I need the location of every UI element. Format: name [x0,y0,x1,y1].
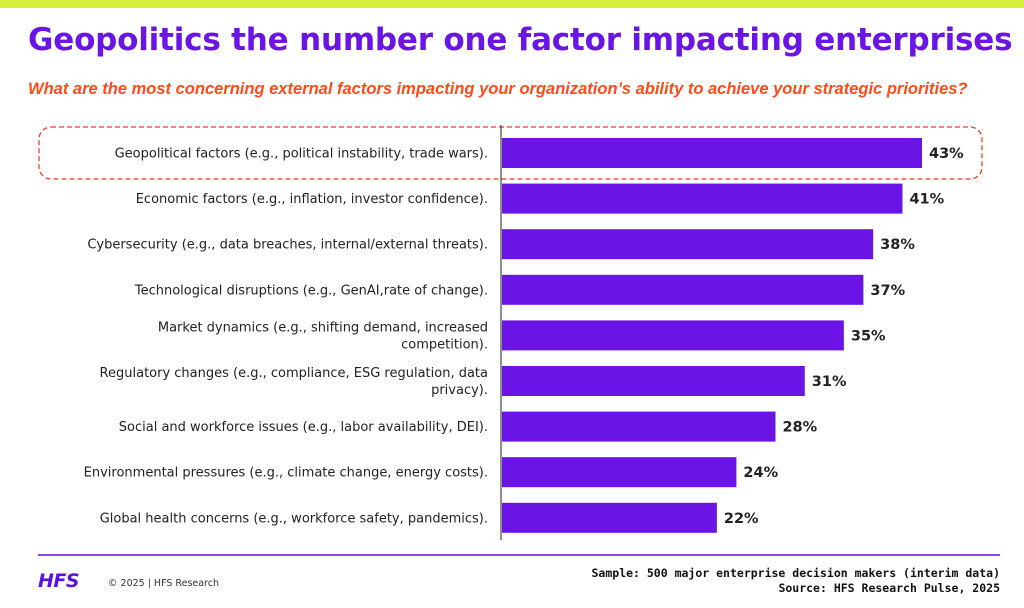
bar-3 [502,274,864,305]
bar-8 [502,502,717,533]
top-accent-stripe [0,0,1024,8]
bar-5 [502,366,805,396]
category-label-6: Social and workforce issues (e.g., labor… [119,420,488,435]
category-label-5: Regulatory changes (e.g., compliance, ES… [100,366,488,398]
bar-0 [502,138,922,168]
value-label-5: 31% [812,374,847,390]
value-label-6: 28% [782,420,817,436]
bar-7 [502,457,737,488]
hfs-logo: HFS [38,570,80,592]
value-label-3: 37% [870,283,905,299]
value-label-0: 43% [929,146,964,162]
category-label-8: Global health concerns (e.g., workforce … [100,511,488,526]
category-label-3: Technological disruptions (e.g., GenAI,r… [134,283,488,298]
bar-6 [502,411,776,442]
slide-title: Geopolitics the number one factor impact… [28,22,1013,58]
bar-2 [502,229,874,260]
value-label-1: 41% [909,192,944,208]
category-label-0: Geopolitical factors (e.g., political in… [115,147,488,162]
bar-4 [502,320,844,351]
value-label-7: 24% [743,465,778,481]
footer-divider [38,554,1000,556]
source-note: Source: HFS Research Pulse, 2025 [778,581,1000,595]
bar-1 [502,183,903,214]
category-label-1: Economic factors (e.g., inflation, inves… [136,192,488,207]
value-label-2: 38% [880,237,915,253]
value-label-8: 22% [724,511,759,527]
value-label-4: 35% [851,328,886,344]
category-label-2: Cybersecurity (e.g., data breaches, inte… [87,238,488,253]
bar-chart: 43% Geopolitical factors (e.g., political… [38,125,983,540]
sample-note: Sample: 500 major enterprise decision ma… [591,566,1001,580]
slide-subtitle: What are the most concerning external fa… [28,80,968,98]
category-label-4: Market dynamics (e.g., shifting demand, … [158,320,488,352]
category-label-7: Environmental pressures (e.g., climate c… [84,466,488,481]
copyright-text: © 2025 | HFS Research [108,578,220,589]
highlight-outline [38,126,983,180]
